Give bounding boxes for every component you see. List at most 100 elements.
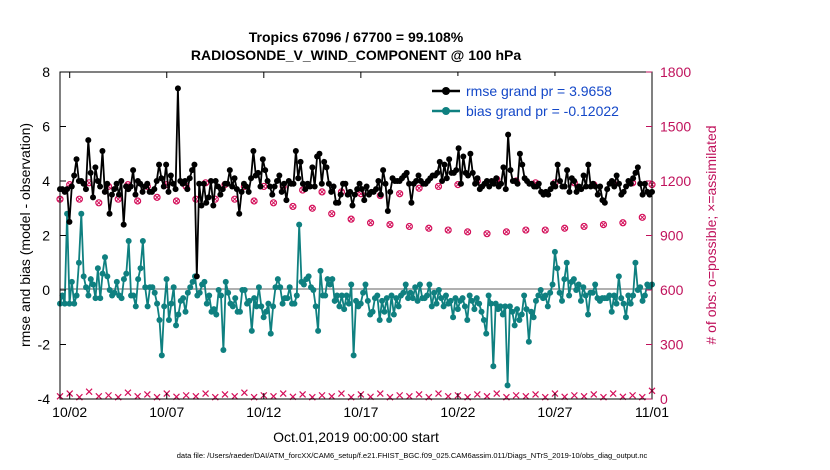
bias-point — [310, 287, 317, 293]
chart-subtitle: RADIOSONDE_V_WIND_COMPONENT @ 100 hPa — [191, 47, 521, 63]
rmse-point — [184, 186, 191, 193]
bias-point — [405, 295, 412, 302]
y-tick-label-right: 300 — [660, 337, 684, 353]
rmse-point — [283, 197, 290, 204]
obs-assimilated-point — [504, 229, 509, 235]
rmse-point — [467, 150, 474, 157]
bias-point — [542, 292, 549, 299]
bias-point — [573, 287, 580, 293]
bias-point — [535, 292, 542, 299]
bias-point — [390, 311, 397, 318]
bias-point — [154, 300, 161, 307]
obs-possible-point — [328, 210, 336, 218]
rmse-point — [535, 180, 542, 187]
obs-assimilated-point — [483, 392, 491, 400]
bias-point — [376, 316, 383, 323]
rmse-point — [615, 180, 622, 187]
rmse-point — [191, 161, 198, 168]
obs-assimilated-point — [416, 185, 422, 191]
rmse-point — [106, 210, 113, 217]
bias-point — [362, 281, 369, 288]
obs-assimilated-point — [143, 391, 151, 398]
y-tick-label-right: 1200 — [660, 173, 691, 189]
rmse-point — [578, 186, 585, 193]
bias-point — [630, 292, 637, 299]
rmse-point — [342, 180, 349, 187]
obs-assimilated-point — [444, 392, 452, 400]
bias-point — [296, 221, 303, 228]
bias-point — [196, 289, 203, 296]
bias-point — [388, 292, 395, 299]
bias-point — [73, 292, 80, 299]
rmse-point — [108, 191, 115, 198]
rmse-point — [358, 186, 365, 193]
obs-possible-point — [599, 221, 608, 229]
bias-point — [99, 270, 106, 277]
rmse-point — [137, 180, 144, 187]
obs-possible-point — [561, 224, 569, 232]
bias-point — [611, 292, 618, 299]
rmse-point — [446, 156, 453, 163]
rmse-point — [193, 273, 200, 280]
rmse-point — [200, 180, 207, 187]
rmse-point — [224, 180, 231, 187]
rmse-point — [153, 178, 160, 184]
rmse-point — [382, 180, 389, 187]
rmse-point — [163, 161, 170, 168]
bias-point — [149, 284, 156, 291]
bias-point — [87, 276, 94, 283]
bias-point — [83, 284, 90, 291]
rmse-point — [156, 161, 163, 168]
rmse-point — [170, 180, 177, 187]
rmse-point — [439, 178, 446, 184]
bias-point — [357, 300, 364, 307]
rmse-point — [151, 186, 158, 193]
bias-point — [305, 273, 312, 280]
bias-point — [383, 295, 390, 302]
rmse-point — [637, 180, 644, 187]
bias-point — [137, 265, 144, 272]
obs-possible-point — [134, 197, 142, 205]
bias-point — [506, 303, 513, 310]
rmse-point — [434, 169, 441, 176]
rmse-point — [623, 183, 630, 190]
bias-point — [125, 237, 132, 244]
bias-point — [523, 306, 530, 313]
rmse-point — [250, 148, 257, 155]
obs-assimilated-point — [192, 392, 200, 400]
bias-point — [270, 303, 277, 310]
rmse-point — [132, 191, 139, 198]
rmse-point — [318, 180, 325, 187]
rmse-point — [502, 186, 509, 193]
obs-assimilated-point — [581, 224, 587, 229]
rmse-point — [295, 175, 302, 182]
bias-point — [438, 295, 445, 302]
rmse-point — [231, 175, 238, 182]
bias-point — [142, 284, 149, 291]
bias-point — [440, 303, 447, 310]
obs-assimilated-point — [580, 392, 588, 400]
rmse-point — [328, 188, 335, 195]
bias-point — [291, 300, 298, 307]
bias-point — [469, 297, 476, 304]
rmse-point — [592, 183, 599, 190]
bias-point — [549, 281, 556, 288]
bias-point — [516, 316, 523, 323]
bias-point — [497, 303, 504, 310]
rmse-point — [198, 202, 205, 209]
y-tick-label-right: 600 — [660, 282, 684, 298]
rmse-point — [380, 167, 387, 174]
obs-possible-point — [396, 190, 404, 198]
bias-point — [229, 303, 236, 310]
bias-point — [225, 289, 232, 296]
rmse-point — [71, 172, 78, 179]
y-axis-label-left: rmse and bias (model - observation) — [17, 123, 33, 347]
rmse-point — [620, 188, 627, 195]
bias-point — [447, 297, 454, 304]
rmse-point — [335, 199, 342, 206]
bias-point — [435, 287, 442, 293]
rmse-point — [99, 148, 106, 155]
bias-point — [442, 292, 449, 299]
rmse-point — [94, 178, 101, 184]
bias-point — [426, 281, 433, 288]
